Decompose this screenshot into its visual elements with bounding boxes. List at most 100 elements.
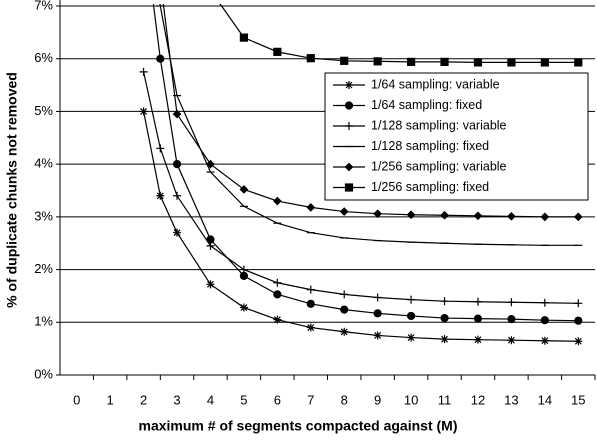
marker <box>507 336 516 345</box>
x-tick-label: 3 <box>173 392 180 407</box>
marker <box>206 280 215 289</box>
y-tick-label: 1% <box>34 314 53 329</box>
marker <box>507 58 516 67</box>
marker <box>306 323 315 332</box>
marker <box>473 335 482 344</box>
marker <box>345 122 353 130</box>
marker <box>373 309 382 318</box>
legend-label: 1/64 sampling: variable <box>371 77 500 91</box>
marker <box>373 209 383 219</box>
marker <box>173 228 182 237</box>
legend-box <box>324 72 589 201</box>
marker <box>406 311 416 321</box>
x-tick-label: 2 <box>140 392 147 407</box>
marker <box>239 303 248 312</box>
marker <box>306 285 315 294</box>
x-axis-title: maximum # of segments compacted against … <box>139 418 458 434</box>
marker <box>172 160 182 169</box>
plot-area <box>139 4 583 346</box>
marker <box>172 109 182 119</box>
marker <box>373 57 382 66</box>
marker <box>540 298 549 307</box>
marker <box>473 297 482 306</box>
marker <box>273 290 282 299</box>
marker <box>340 290 349 299</box>
series-line <box>219 4 579 64</box>
legend-label: 1/256 sampling: fixed <box>371 180 489 194</box>
marker <box>344 162 354 172</box>
y-tick-label: 5% <box>34 103 53 118</box>
marker <box>373 331 382 340</box>
marker <box>507 298 516 307</box>
marker <box>440 335 449 344</box>
marker <box>507 211 516 221</box>
legend-label: 1/128 sampling: fixed <box>371 139 489 153</box>
marker <box>273 278 282 287</box>
x-tick-label: 0 <box>73 392 80 407</box>
marker <box>206 159 215 169</box>
x-tick-label: 11 <box>438 392 452 407</box>
y-tick-label: 7% <box>34 0 53 12</box>
y-axis-title: % of duplicate chunks not removed <box>4 72 20 308</box>
marker <box>473 314 483 323</box>
marker <box>407 333 416 342</box>
marker <box>540 336 549 345</box>
marker <box>440 57 449 66</box>
marker <box>272 196 282 206</box>
legend-label: 1/256 sampling: variable <box>371 159 507 173</box>
y-tick-label: 2% <box>34 261 53 276</box>
marker <box>344 101 354 110</box>
marker <box>273 47 282 56</box>
x-tick-label: 14 <box>538 392 552 407</box>
marker <box>440 297 449 306</box>
y-tick-label: 3% <box>34 208 53 223</box>
marker <box>507 315 516 324</box>
marker <box>473 211 483 221</box>
x-tick-label: 9 <box>374 392 381 407</box>
y-tick-label: 6% <box>34 50 53 65</box>
x-tick-label: 7 <box>307 392 314 407</box>
marker <box>574 58 583 67</box>
marker <box>239 265 248 274</box>
x-tick-label: 6 <box>274 392 281 407</box>
marker <box>373 293 382 302</box>
marker <box>573 212 583 222</box>
marker <box>340 56 349 65</box>
marker <box>344 183 354 192</box>
marker <box>406 57 416 66</box>
legend-label: 1/64 sampling: fixed <box>371 98 482 112</box>
marker <box>139 67 148 76</box>
marker <box>574 316 583 325</box>
marker <box>440 210 449 220</box>
marker <box>345 81 353 89</box>
marker <box>540 316 549 325</box>
marker <box>206 241 215 250</box>
marker <box>540 58 549 67</box>
marker <box>406 210 416 220</box>
marker <box>306 54 315 63</box>
marker <box>339 207 349 216</box>
marker <box>306 299 315 308</box>
x-tick-label: 10 <box>404 392 418 407</box>
marker <box>340 327 349 336</box>
legend-label: 1/128 sampling: variable <box>371 118 507 132</box>
x-tick-label: 4 <box>207 392 214 407</box>
marker <box>239 185 249 194</box>
x-tick-label: 8 <box>341 392 348 407</box>
marker <box>306 203 316 212</box>
x-tick-label: 1 <box>107 392 114 407</box>
marker <box>156 191 165 200</box>
x-tick-label: 12 <box>471 392 485 407</box>
marker <box>156 54 165 63</box>
legend: 1/64 sampling: variable 1/64 sampling: fi… <box>324 72 589 201</box>
x-tick-label: 15 <box>571 392 585 407</box>
marker <box>574 299 583 308</box>
marker <box>540 212 550 222</box>
marker <box>440 313 449 323</box>
y-tick-label: 4% <box>34 156 53 171</box>
marker <box>473 58 483 67</box>
x-tick-label: 13 <box>504 392 518 407</box>
marker <box>239 33 249 42</box>
